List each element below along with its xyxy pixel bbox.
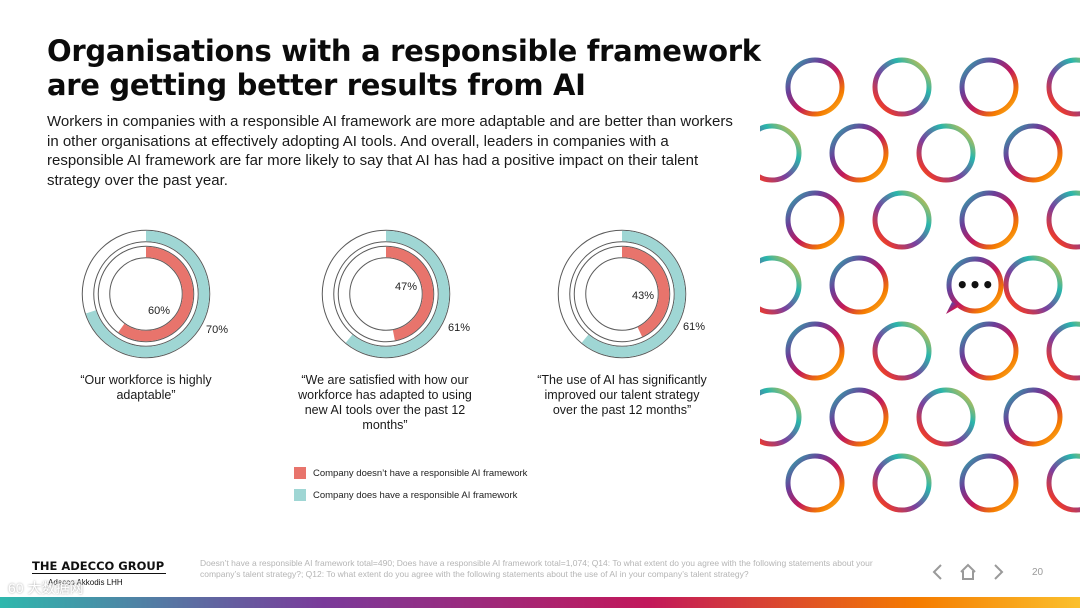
decorative-ring-26: [1046, 453, 1080, 513]
donut-2-caption: “We are satisfied with how our workforce…: [298, 373, 472, 432]
decorative-ring-11: [1046, 190, 1080, 250]
decorative-ring-24: [872, 453, 932, 513]
decorative-ring-9: [872, 190, 932, 250]
donut-2-outer-label: 61%: [448, 322, 471, 334]
donut-chart-satisfied-adaptation: [321, 229, 451, 359]
donut-3-inner-ring-value: [621, 246, 670, 337]
legend-label-with: Company does have a responsible AI frame…: [313, 489, 518, 501]
decorative-ring-21: [916, 387, 976, 447]
decorative-ring-25: [959, 453, 1019, 513]
decorative-ring-13: [829, 255, 889, 315]
decorative-ring-6: [916, 123, 976, 183]
donut-3-inner-label: 43%: [632, 290, 655, 302]
donut-1-inner-ring-value: [118, 246, 194, 342]
prev-slide-button[interactable]: [930, 560, 946, 590]
home-button[interactable]: [958, 560, 978, 590]
decorative-ring-10: [959, 190, 1019, 250]
donut-1-outer-ring-value: [85, 230, 210, 358]
decorative-ring-pattern: •••: [760, 40, 1080, 540]
legend-swatch-without: [294, 467, 306, 479]
legend-swatch-with: [294, 489, 306, 501]
donut-3-outer-label: 61%: [683, 321, 706, 333]
legend-item-without-framework: Company doesn’t have a responsible AI fr…: [294, 462, 527, 484]
decorative-ring-20: [829, 387, 889, 447]
decorative-ring-2: [959, 57, 1019, 117]
brand-name: THE ADECCO GROUP: [32, 559, 165, 573]
legend-item-with-framework: Company does have a responsible AI frame…: [294, 484, 527, 506]
legend-label-without: Company doesn’t have a responsible AI fr…: [313, 467, 528, 479]
brand-subbrands: Adecco Akkodis LHH: [48, 578, 123, 587]
decorative-ring-17: [959, 321, 1019, 381]
page-title: Organisations with a responsible framewo…: [47, 34, 787, 102]
decorative-ring-0: [785, 57, 845, 117]
donut-2-inner-label: 47%: [395, 281, 418, 293]
decorative-ring-8: [785, 190, 845, 250]
page-title-line-1: Organisations with a responsible framewo…: [47, 34, 761, 68]
decorative-ring-19: [760, 387, 802, 447]
decorative-ring-3: [1046, 57, 1080, 117]
donut-chart-talent-strategy: [557, 229, 687, 359]
donut-chart-adaptable: [81, 229, 211, 359]
page-title-line-2: are getting better results from AI: [47, 68, 586, 102]
chart-legend: Company doesn’t have a responsible AI fr…: [294, 462, 527, 506]
decorative-ring-4: [760, 123, 802, 183]
intro-paragraph: Workers in companies with a responsible …: [47, 113, 733, 189]
donut-3-caption: “The use of AI has significantly improve…: [537, 373, 707, 417]
decorative-ring-1: [872, 57, 932, 117]
decorative-ring-18: [1046, 321, 1080, 381]
donut-1-outer-label: 70%: [206, 324, 229, 336]
donut-1-inner-label: 60%: [148, 305, 171, 317]
donut-2-outer-ring-value: [345, 230, 450, 358]
next-slide-button[interactable]: [990, 560, 1006, 590]
footnote: Doesn’t have a responsible AI framework …: [200, 558, 873, 579]
decorative-ring-16: [872, 321, 932, 381]
chat-bubble-dots: •••: [956, 273, 994, 297]
donut-3-outer-ring-value: [581, 230, 686, 358]
watermark: 60 大数据网: [8, 580, 84, 596]
decorative-ring-14: [1003, 255, 1063, 315]
decorative-ring-5: [829, 123, 889, 183]
decorative-ring-22: [1003, 387, 1063, 447]
donut-1-caption: “Our workforce is highly adaptable”: [80, 373, 212, 402]
decorative-ring-12: [760, 255, 802, 315]
decorative-ring-15: [785, 321, 845, 381]
decorative-ring-7: [1003, 123, 1063, 183]
brand-gradient-bar: [0, 597, 1080, 608]
donut-2-inner-ring-value: [385, 246, 434, 341]
brand-divider: [32, 573, 166, 574]
chevron-right-icon: [994, 564, 1004, 580]
page-number: 20: [1032, 567, 1044, 578]
decorative-ring-23: [785, 453, 845, 513]
home-icon: [960, 563, 976, 580]
chat-bubble-icon: •••: [946, 256, 1004, 314]
chevron-left-icon: [932, 564, 942, 580]
